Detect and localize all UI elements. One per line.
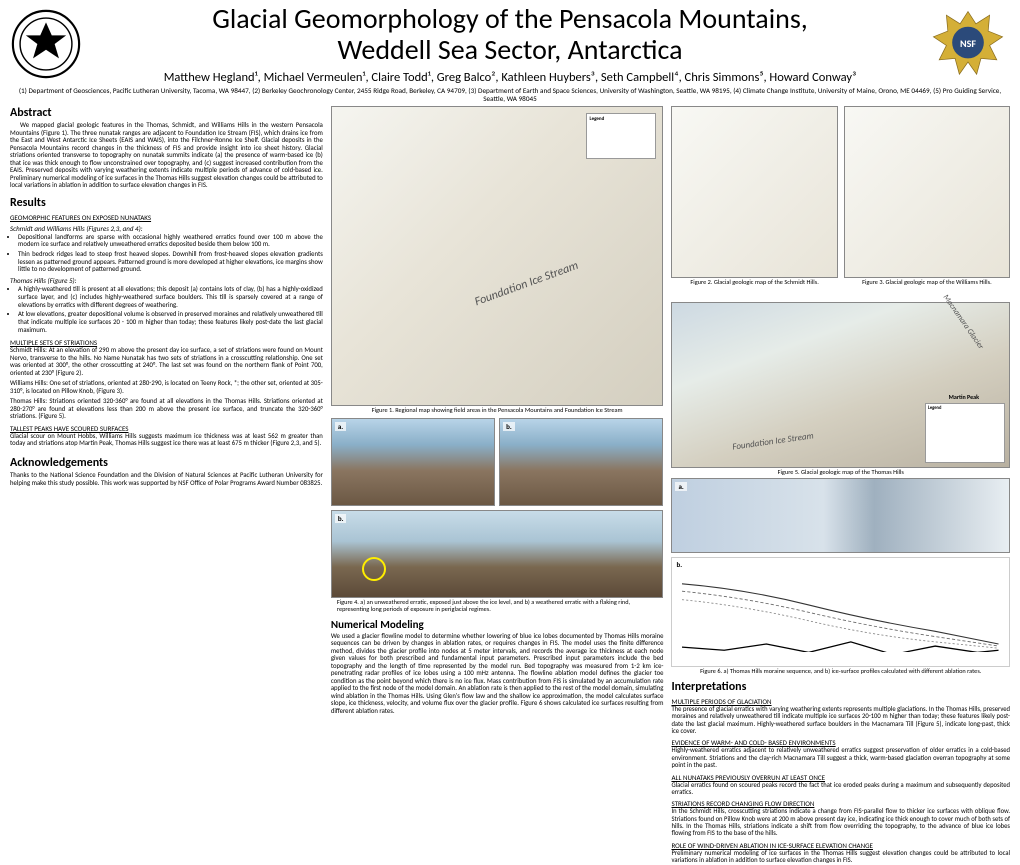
thomas-legend-box: Legend	[925, 403, 1005, 463]
figure-4b-photo: b.	[499, 418, 663, 506]
poster-title-line1: Glacial Geomorphology of the Pensacola M…	[10, 4, 1010, 35]
results-bullets1: Depositional landforms are sparse with o…	[10, 234, 323, 275]
fis-label: Foundation Ice Stream	[473, 259, 580, 310]
results-bullets2: A highly-weathered till is present at al…	[10, 286, 323, 334]
interp-sub3: ALL NUNATAKS PREVIOUSLY OVERRUN AT LEAST…	[671, 773, 1010, 782]
figure-2-schmidt-map	[671, 106, 837, 278]
interp-text5: Preliminary numerical modeling of ice su…	[671, 850, 1010, 865]
macnamara-label: Macnamara Glacier	[940, 293, 985, 351]
schmidt-striat-text: Schmidt Hills: At an elevation of 290 m …	[10, 347, 323, 377]
bullet-item: Depositional landforms are sparse with o…	[18, 234, 323, 249]
bullet-item: Thin bedrock ridges lead to steep frost …	[18, 251, 323, 274]
legend-title: Legend	[589, 116, 604, 122]
figure-3-williams-map	[844, 106, 1010, 278]
ack-text: Thanks to the National Science Foundatio…	[10, 472, 323, 487]
photo-label-6a: a.	[675, 482, 686, 491]
interp-text2: Highly-weathered erratics adjacent to re…	[671, 747, 1010, 769]
right-column: Figure 2. Glacial geologic map of the Sc…	[671, 106, 1010, 728]
interp-text4: In the Schmidt Hills, crosscutting stria…	[671, 808, 1010, 838]
photo-label-b2: b.	[335, 514, 347, 523]
interp-text3: Glacial erratics found on scoured peaks …	[671, 782, 1010, 797]
thomas-striat-text: Thomas Hills: Striations oriented 320-36…	[10, 398, 323, 421]
fig2-caption: Figure 2. Glacial geologic map of the Sc…	[671, 279, 837, 286]
photo-label-6b: b.	[676, 560, 682, 569]
plu-logo	[10, 8, 82, 80]
legend-title-2: Legend	[928, 406, 941, 411]
figure-5-thomas-map: Macnamara Glacier Martin Peak Foundation…	[671, 302, 1010, 468]
results-title: Results	[10, 196, 323, 210]
bullet-item: At low elevations, greater depositional …	[18, 311, 323, 334]
results-italic1: Schmidt and Williams Hills (Figures 2,3,…	[10, 224, 323, 233]
bullet-item: A highly-weathered till is present at al…	[18, 286, 323, 309]
fig6-caption: Figure 6. a) Thomas Hills moraine sequen…	[671, 668, 1010, 675]
abstract-text: We mapped glacial geologic features in t…	[10, 122, 323, 190]
poster-title-line2: Weddell Sea Sector, Antarctica	[10, 35, 1010, 66]
authors-line: Matthew Hegland¹, Michael Vermeulen¹, Cl…	[10, 70, 1010, 85]
map-legend-box: Legend	[586, 113, 656, 159]
interp-sub5: ROLE OF WIND-DRIVEN ABLATION IN ICE-SURF…	[671, 841, 1010, 850]
fig3-caption: Figure 3. Glacial geologic map of the Wi…	[844, 279, 1010, 286]
photo-label-b: b.	[503, 422, 515, 431]
ack-title: Acknowledgements	[10, 456, 323, 470]
interpretations-title: Interpretations	[671, 680, 1010, 694]
fig1-caption: Figure 1. Regional map showing field are…	[331, 407, 664, 414]
results-sub1: GEOMORPHIC FEATURES ON EXPOSED NUNATAKS	[10, 213, 323, 222]
fig4-caption: Figure 4. a) an unweathered erratic, exp…	[331, 599, 664, 613]
left-column: Abstract We mapped glacial geologic feat…	[10, 106, 323, 728]
poster-header: NSF Glacial Geomorphology of the Pensaco…	[10, 4, 1010, 103]
results-italic2: Thomas Hills (Figure 5):	[10, 276, 323, 285]
interp-text1: The presence of glacial erratics with va…	[671, 706, 1010, 736]
middle-column: Foundation Ice Stream Legend Figure 1. R…	[331, 106, 664, 728]
affiliations: (1) Department of Geosciences, Pacific L…	[10, 87, 1010, 104]
interp-sub4: STRIATIONS RECORD CHANGING FLOW DIRECTIO…	[671, 799, 1010, 808]
nsf-logo: NSF	[932, 8, 1004, 80]
highlight-circle	[362, 557, 386, 581]
modeling-title: Numerical Modeling	[331, 618, 664, 631]
fis-label-2: Foundation Ice Stream	[732, 430, 815, 452]
photo-label-a: a.	[335, 422, 346, 431]
abstract-title: Abstract	[10, 106, 323, 120]
williams-striat-text: Williams Hills: One set of striations, o…	[10, 380, 323, 395]
tallest-text: Glacial scour on Mount Hobbs, Williams H…	[10, 433, 323, 448]
fig2-wrapper: Figure 2. Glacial geologic map of the Sc…	[671, 106, 837, 286]
modeling-text: We used a glacier flowline model to dete…	[331, 633, 664, 716]
figure-6b-profile-chart: b.	[671, 557, 1010, 667]
svg-text:NSF: NSF	[960, 37, 976, 50]
fig5-caption: Figure 5. Glacial geologic map of the Th…	[671, 469, 1010, 476]
fig3-wrapper: Figure 3. Glacial geologic map of the Wi…	[844, 106, 1010, 286]
figure-4-lower-photo: b.	[331, 510, 664, 598]
martin-peak-label: Martin Peak	[949, 393, 979, 401]
figure-6a-moraine-photo: a.	[671, 478, 1010, 553]
figure-4a-photo: a.	[331, 418, 495, 506]
figure-1-regional-map: Foundation Ice Stream Legend	[331, 106, 664, 406]
